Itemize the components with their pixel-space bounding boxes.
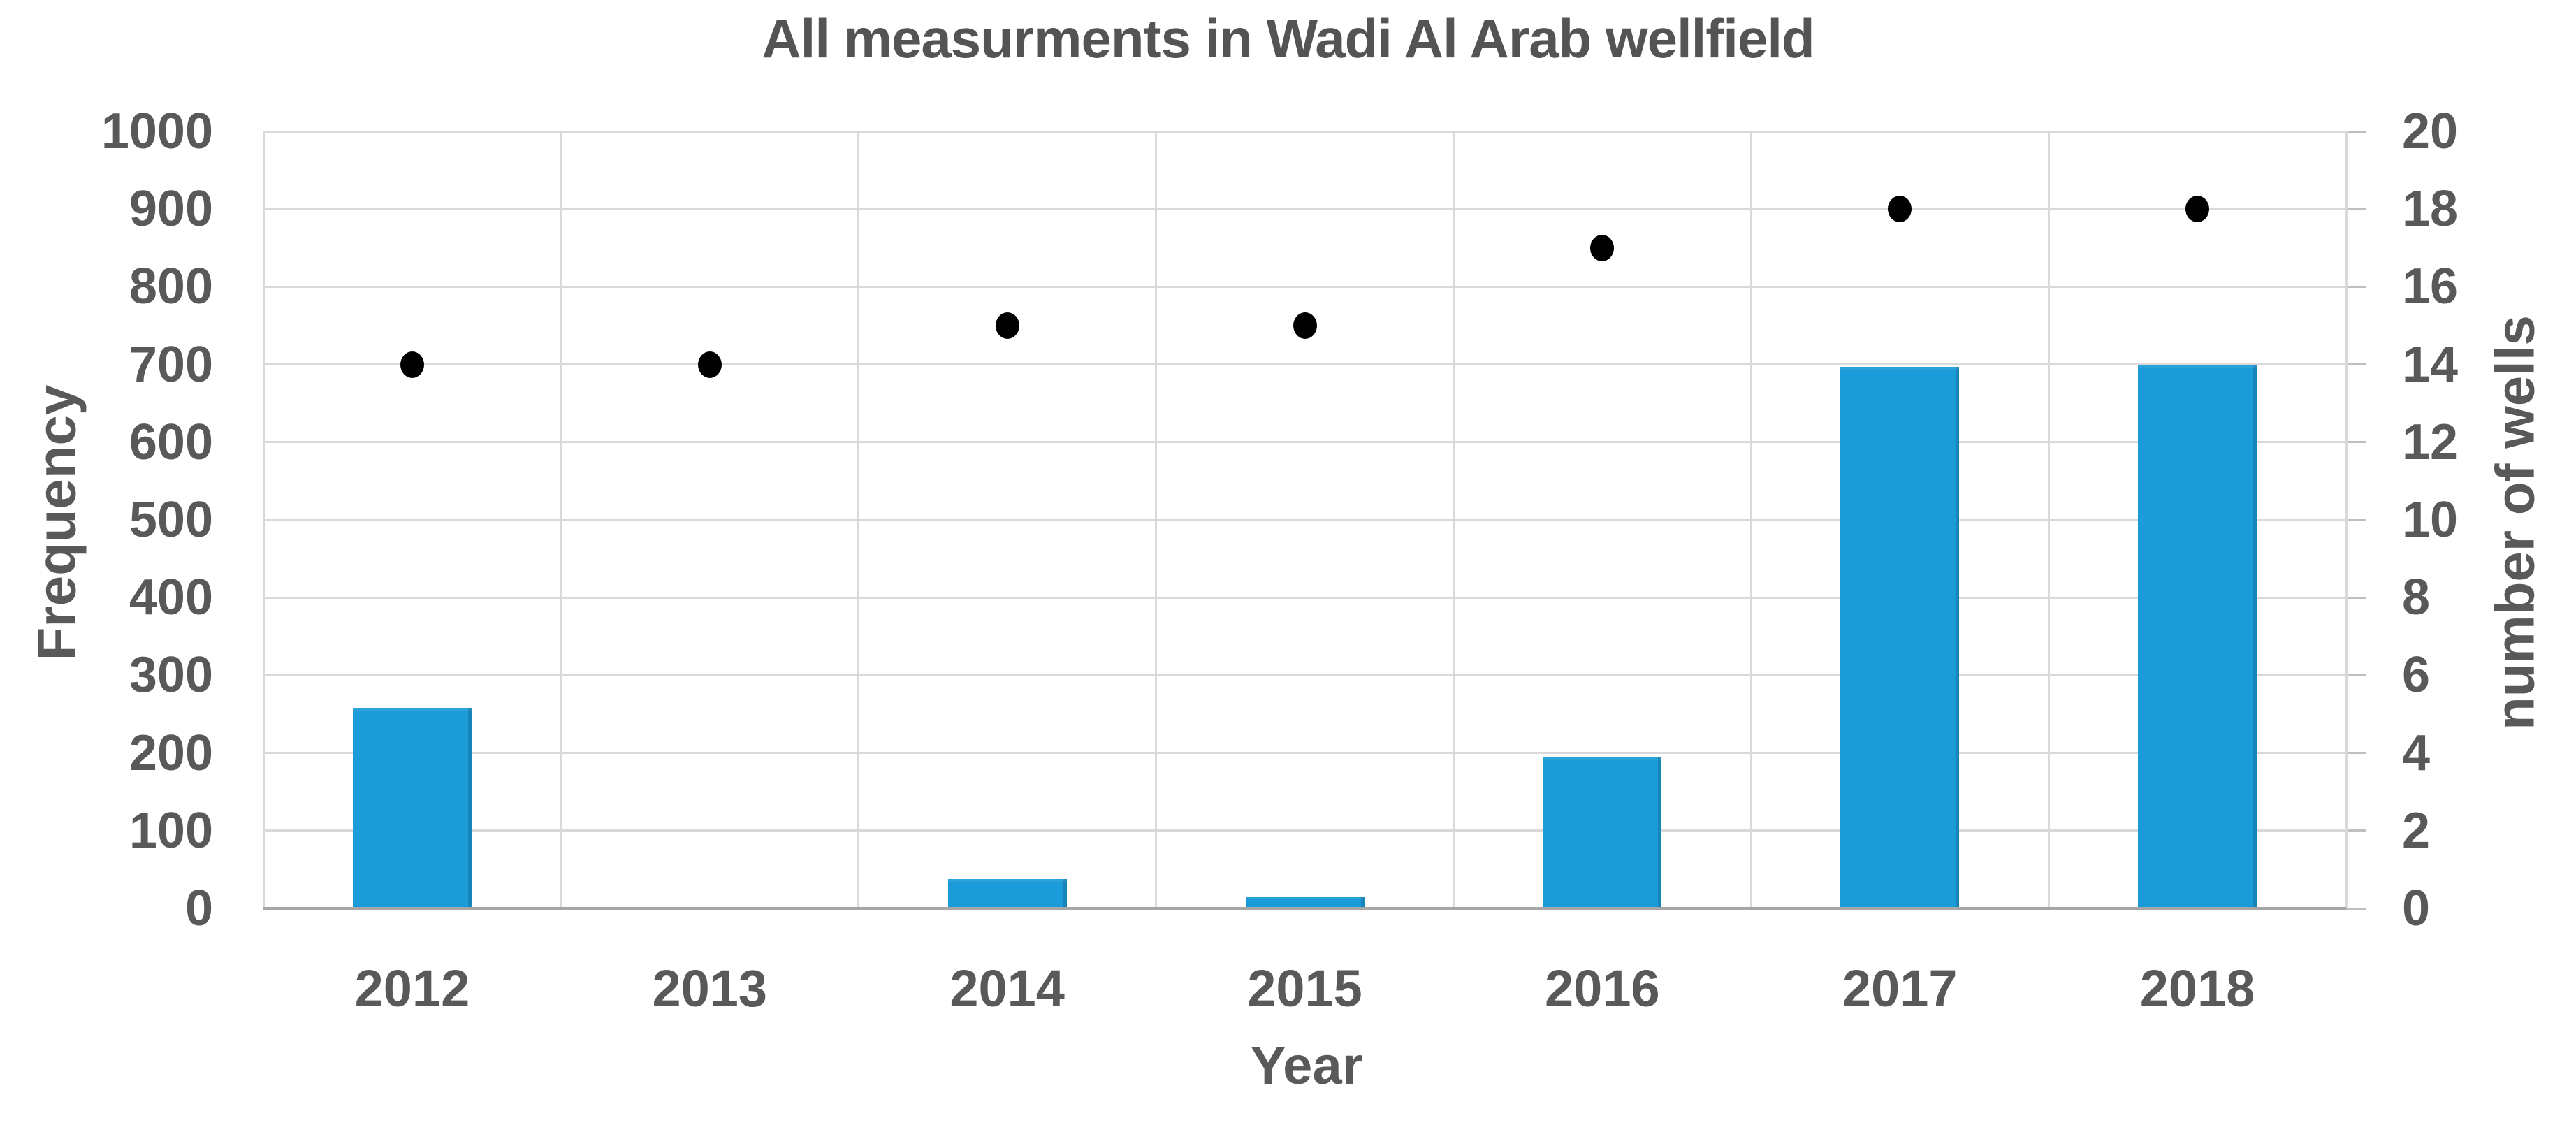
x-axis-tick-label: 2012	[354, 959, 470, 1017]
bar-2017	[1840, 366, 1960, 908]
y2-axis-tick-label: 10	[2402, 492, 2459, 548]
y2-axis-tick-label: 14	[2402, 336, 2459, 393]
y-axis-tick-label: 400	[129, 569, 213, 626]
x-axis-title: Year	[1250, 1036, 1363, 1096]
y-axis-tick-label: 800	[129, 259, 213, 315]
bar-2015	[1245, 897, 1365, 908]
bar-2014	[947, 878, 1067, 908]
x-axis-tick-label: 2018	[2139, 959, 2255, 1017]
right-axis-tick	[2346, 441, 2366, 444]
data-point-2016	[1590, 234, 1615, 261]
plot-border-left	[262, 131, 265, 908]
y-axis-tick-label: 500	[129, 492, 213, 548]
x-axis-line	[263, 907, 2346, 910]
data-point-2017	[1888, 196, 1912, 223]
gridline-horizontal	[263, 752, 2346, 755]
y2-axis-tick-label: 8	[2402, 569, 2431, 626]
bar-2016	[1543, 757, 1662, 908]
plot-border-top	[263, 130, 2346, 133]
y2-axis-tick-label: 4	[2402, 725, 2431, 781]
y-axis-tick-label: 200	[129, 725, 213, 781]
y-axis-tick-label: 900	[129, 181, 213, 238]
bar-2012	[352, 708, 472, 908]
right-axis-tick	[2346, 285, 2366, 288]
x-axis-tick-label: 2014	[949, 959, 1065, 1017]
data-point-2014	[995, 312, 1019, 339]
x-axis-tick-label: 2015	[1247, 959, 1362, 1017]
data-point-2015	[1293, 312, 1317, 339]
y2-axis-tick-label: 2	[2402, 802, 2431, 859]
y2-axis-tick-label: 16	[2402, 259, 2459, 315]
gridline-vertical	[1452, 131, 1455, 908]
gridline-horizontal	[263, 674, 2346, 676]
x-axis-tick-label: 2017	[1842, 959, 1958, 1017]
gridline-horizontal	[263, 363, 2346, 366]
gridline-horizontal	[263, 518, 2346, 521]
y-axis-tick-label: 600	[129, 414, 213, 470]
right-axis-tick	[2346, 752, 2366, 755]
gridline-horizontal	[263, 596, 2346, 599]
right-axis-tick	[2346, 907, 2366, 910]
gridline-horizontal	[263, 285, 2346, 288]
data-point-2012	[400, 351, 424, 378]
right-axis-tick	[2346, 674, 2366, 676]
y-axis-tick-label: 0	[184, 880, 213, 936]
y2-axis-tick-label: 20	[2402, 103, 2459, 159]
y2-axis-tick-label: 0	[2402, 880, 2431, 936]
gridline-horizontal	[263, 829, 2346, 832]
gridline-vertical	[560, 131, 562, 908]
right-axis-tick	[2346, 518, 2366, 521]
gridline-horizontal	[263, 208, 2346, 210]
y-axis-tick-label: 700	[129, 336, 213, 393]
y-axis-tick-label: 300	[129, 647, 213, 704]
y-axis-tick-label: 100	[129, 802, 213, 859]
gridline-vertical	[857, 131, 860, 908]
gridline-horizontal	[263, 441, 2346, 444]
gridline-vertical	[1155, 131, 1158, 908]
x-axis-tick-label: 2016	[1545, 959, 1660, 1017]
chart-title: All measurments in Wadi Al Arab wellfiel…	[762, 8, 1814, 69]
y-axis-tick-label: 1000	[101, 103, 213, 159]
right-axis-tick	[2346, 596, 2366, 599]
gridline-vertical	[2047, 131, 2050, 908]
y2-axis-tick-label: 6	[2402, 647, 2431, 704]
right-axis-tick	[2346, 130, 2366, 133]
plot-border-right	[2345, 131, 2348, 908]
bar-2018	[2138, 364, 2257, 908]
x-axis-tick-label: 2013	[652, 959, 768, 1017]
y2-axis-tick-label: 12	[2402, 414, 2459, 470]
data-point-2013	[697, 351, 722, 378]
right-axis-tick	[2346, 363, 2366, 366]
right-axis-tick	[2346, 208, 2366, 210]
data-point-2018	[2185, 196, 2210, 223]
y2-axis-tick-label: 18	[2402, 181, 2459, 238]
right-axis-tick	[2346, 829, 2366, 832]
gridline-vertical	[1749, 131, 1752, 908]
